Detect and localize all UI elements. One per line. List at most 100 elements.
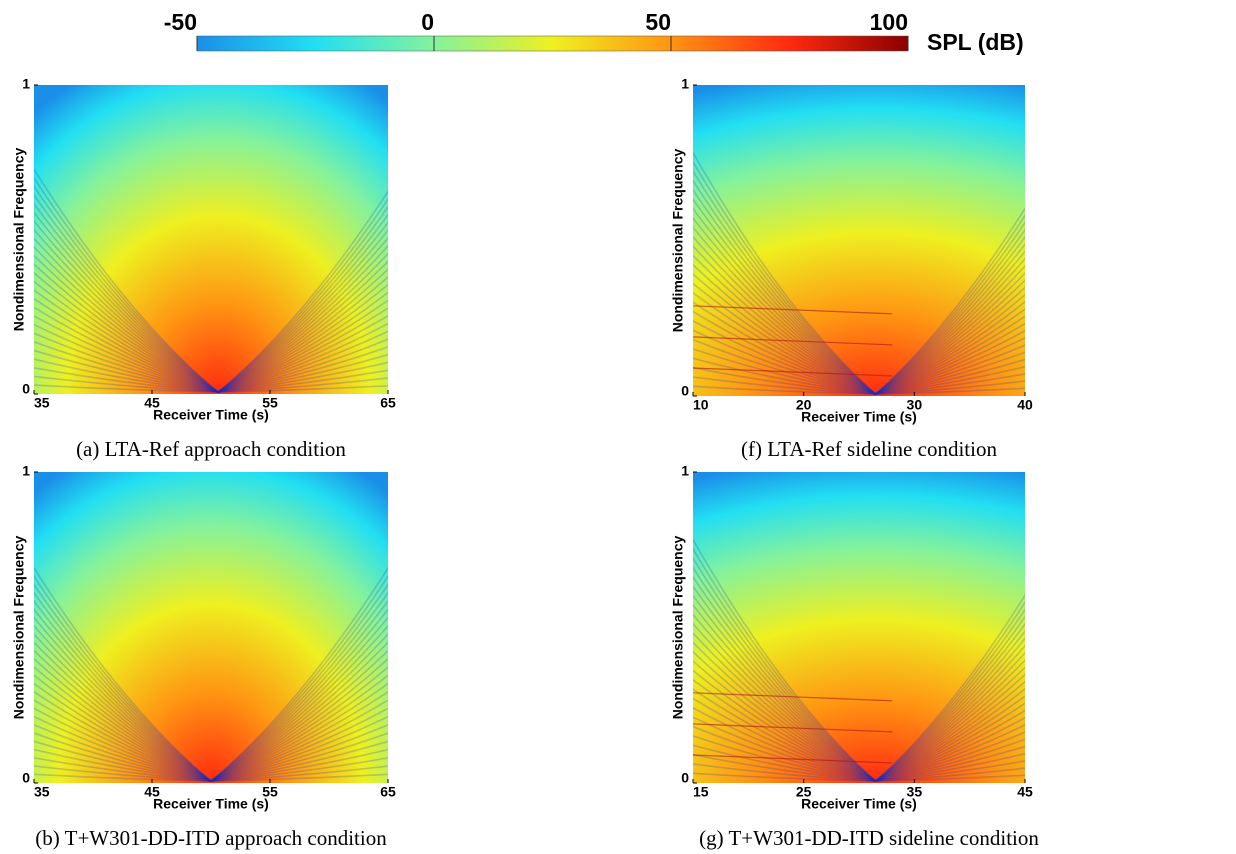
- harmonic: [34, 193, 219, 393]
- harmonic: [217, 221, 388, 393]
- colorbar-tick-label: -50: [164, 9, 197, 35]
- harmonic: [693, 188, 877, 395]
- harmonic: [210, 608, 388, 782]
- y-tick-label: 0: [22, 381, 30, 397]
- harmonic: [217, 361, 388, 393]
- harmonic: [217, 260, 388, 393]
- harmonic: [34, 323, 219, 393]
- y-tick-label: 1: [681, 463, 689, 479]
- harmonic: [693, 376, 876, 395]
- harmonic: [875, 687, 1025, 782]
- harmonic: [217, 330, 388, 393]
- harmonic: [875, 300, 1025, 395]
- harmonic: [693, 716, 876, 782]
- x-tick-label: 45: [144, 395, 160, 411]
- harmonic: [693, 650, 876, 782]
- harmonic: [693, 310, 876, 395]
- harmonic: [217, 213, 388, 393]
- harmonic: [693, 744, 876, 782]
- harmonic: [875, 308, 1025, 395]
- harmonic: [875, 293, 1025, 395]
- harmonic: [217, 338, 388, 393]
- harmonic: [693, 151, 877, 395]
- harmonic: [693, 772, 876, 782]
- x-tick-label: 45: [144, 784, 160, 800]
- tone-line: [693, 723, 893, 733]
- x-tick-label: 20: [796, 397, 812, 413]
- harmonic: [875, 644, 1025, 782]
- harmonic: [210, 599, 388, 782]
- harmonic: [875, 738, 1025, 782]
- x-tick-label: 10: [693, 397, 709, 413]
- x-tick-label: 45: [1017, 784, 1033, 800]
- harmonic: [210, 674, 388, 782]
- harmonic: [693, 273, 876, 395]
- harmonic: [34, 167, 219, 393]
- harmonic: [693, 538, 877, 782]
- harmonic: [210, 666, 388, 782]
- harmonic: [875, 380, 1025, 395]
- tone-line: [693, 305, 893, 315]
- harmonic: [693, 594, 877, 782]
- harmonic: [34, 574, 212, 782]
- x-axis-label: Receiver Time (s): [153, 407, 269, 423]
- harmonic: [693, 660, 876, 782]
- harmonic: [217, 307, 388, 393]
- tone-line: [693, 336, 893, 346]
- harmonic: [693, 216, 877, 395]
- harmonic: [210, 715, 388, 782]
- harmonic: [693, 254, 876, 395]
- harmonic: [210, 773, 388, 782]
- y-tick-label: 0: [681, 770, 689, 786]
- colorbar-tick-label: 100: [870, 9, 908, 35]
- harmonic: [217, 299, 388, 393]
- x-axis-label: Receiver Time (s): [801, 796, 917, 812]
- harmonic: [693, 282, 876, 395]
- harmonic: [210, 707, 388, 782]
- harmonic: [875, 286, 1025, 395]
- harmonic: [693, 678, 876, 782]
- harmonic: [34, 757, 212, 782]
- harmonic: [210, 690, 388, 782]
- harmonic: [210, 583, 388, 782]
- harmonic: [210, 616, 388, 782]
- harmonic: [34, 315, 219, 393]
- x-tick-label: 55: [262, 784, 278, 800]
- harmonic: [693, 357, 876, 395]
- harmonic: [875, 235, 1025, 395]
- harmonic: [34, 649, 212, 782]
- x-tick-label: 25: [796, 784, 812, 800]
- harmonic: [217, 197, 388, 393]
- harmonic: [34, 185, 219, 393]
- harmonic: [34, 306, 219, 393]
- harmonic: [875, 373, 1025, 395]
- harmonic: [693, 301, 876, 395]
- harmonic: [217, 291, 388, 393]
- harmonic: [693, 235, 876, 395]
- harmonic: [217, 283, 388, 393]
- spectrogram: [693, 85, 1025, 396]
- harmonic: [693, 641, 876, 782]
- y-tick-label: 1: [22, 463, 30, 479]
- harmonic: [875, 601, 1025, 782]
- harmonic: [34, 699, 212, 782]
- harmonic: [875, 651, 1025, 782]
- harmonic: [875, 752, 1025, 782]
- harmonic: [693, 556, 877, 782]
- harmonic: [693, 725, 876, 782]
- harmonic: [210, 657, 388, 782]
- harmonic: [875, 658, 1025, 782]
- harmonic: [875, 723, 1025, 782]
- harmonic: [34, 641, 212, 782]
- harmonic: [875, 716, 1025, 782]
- harmonic: [34, 211, 219, 393]
- harmonic: [875, 250, 1025, 395]
- harmonic: [210, 732, 388, 782]
- harmonic: [34, 740, 212, 782]
- tone-line: [693, 754, 893, 764]
- spectrogram: [34, 85, 388, 394]
- harmonic: [875, 271, 1025, 395]
- harmonic: [693, 169, 877, 395]
- harmonic: [217, 275, 388, 393]
- harmonic: [875, 329, 1025, 395]
